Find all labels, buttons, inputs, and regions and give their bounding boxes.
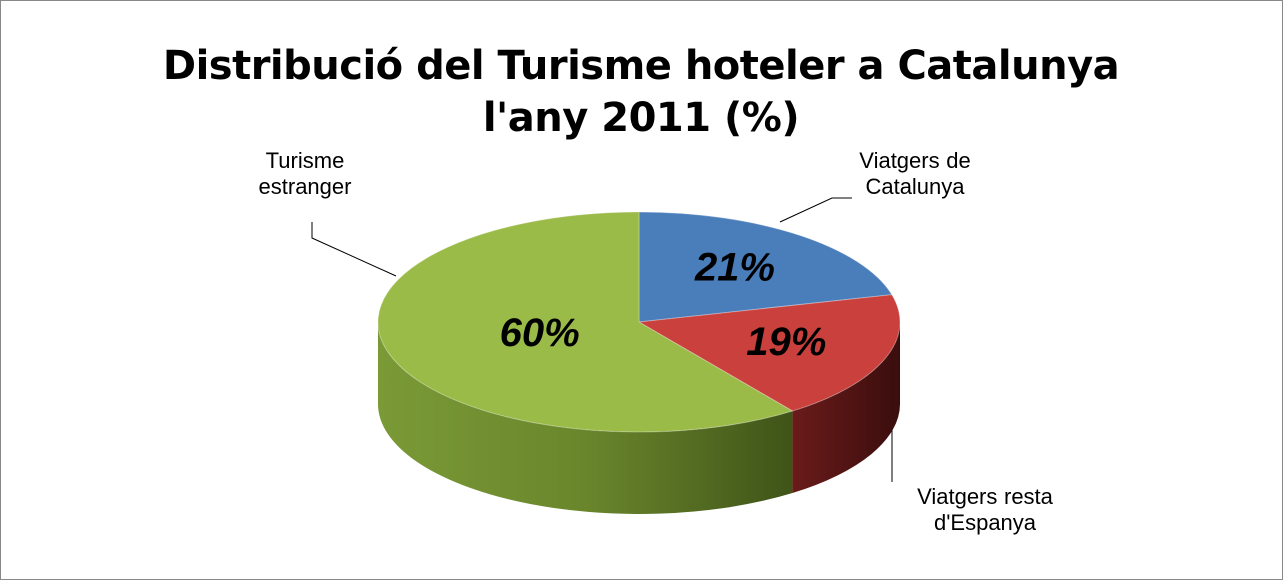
category-label: Turisme estranger <box>258 148 352 199</box>
slice <box>638 211 893 323</box>
slice-side <box>378 322 793 514</box>
leader-line <box>779 197 852 223</box>
value-label: 60% <box>500 311 580 355</box>
leader-line <box>311 222 397 277</box>
category-label: Viatgers de Catalunya <box>859 148 971 199</box>
chart-title: Distribució del Turisme hoteler a Catalu… <box>162 43 1120 141</box>
slice-side <box>792 322 900 493</box>
slice <box>377 211 794 433</box>
slice <box>637 294 901 412</box>
value-label: 19% <box>746 320 826 364</box>
category-label: Viatgers resta d'Espanya <box>917 484 1053 535</box>
value-label: 21% <box>694 245 775 289</box>
